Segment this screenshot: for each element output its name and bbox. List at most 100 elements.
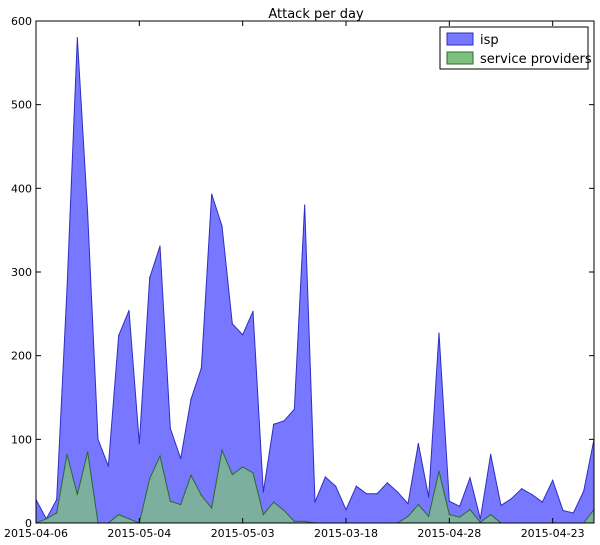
x-tick-label: 2015-04-28	[417, 527, 481, 540]
point-isp	[118, 334, 120, 337]
point-isp	[541, 501, 543, 503]
x-tick-label: 2015-05-03	[211, 527, 275, 540]
point-isp	[56, 498, 58, 501]
point-service-providers	[293, 520, 295, 522]
point-service-providers	[417, 503, 419, 506]
point-isp	[107, 465, 109, 467]
point-isp	[335, 485, 337, 487]
legend-swatch-isp	[446, 32, 474, 46]
y-tick-label: 0	[25, 517, 32, 530]
point-isp	[448, 500, 450, 502]
point-service-providers	[87, 451, 89, 453]
point-isp	[531, 493, 533, 496]
series-layer	[35, 37, 595, 524]
point-isp	[583, 490, 585, 492]
point-service-providers	[200, 494, 202, 496]
point-isp	[417, 442, 419, 445]
point-isp	[66, 288, 68, 290]
point-service-providers	[304, 520, 306, 522]
point-service-providers	[252, 472, 254, 474]
point-service-providers	[128, 518, 130, 520]
legend-label-service-providers: service providers	[480, 52, 592, 67]
point-service-providers	[428, 515, 430, 517]
point-isp	[273, 423, 275, 425]
point-isp	[397, 491, 399, 493]
point-isp	[200, 367, 202, 369]
point-isp	[252, 310, 254, 312]
point-service-providers	[242, 466, 244, 468]
legend: isp service providers	[439, 26, 592, 70]
y-tick-label: 200	[11, 350, 32, 363]
point-service-providers	[448, 514, 450, 516]
point-isp	[190, 398, 192, 400]
point-isp	[304, 204, 306, 206]
point-service-providers	[211, 507, 213, 509]
point-service-providers	[262, 514, 264, 516]
legend-swatch-service-providers	[446, 51, 474, 65]
point-isp	[283, 420, 285, 422]
point-service-providers	[180, 503, 182, 506]
point-service-providers	[66, 453, 68, 455]
point-isp	[428, 496, 430, 498]
point-isp	[159, 245, 161, 247]
point-isp	[438, 332, 440, 334]
point-isp	[324, 476, 326, 478]
point-service-providers	[479, 521, 481, 523]
x-tick-label: 2015-05-04	[107, 527, 171, 540]
y-tick-label: 600	[11, 15, 32, 28]
point-service-providers	[149, 478, 151, 480]
point-isp	[128, 309, 130, 312]
y-tick-label: 400	[11, 182, 32, 195]
point-service-providers	[56, 512, 58, 514]
point-isp	[386, 482, 388, 484]
point-isp	[510, 498, 512, 500]
point-service-providers	[118, 514, 120, 516]
point-isp	[242, 334, 244, 336]
point-service-providers	[459, 516, 461, 518]
x-tick-label: 2015-04-06	[4, 527, 68, 540]
legend-label-isp: isp	[480, 33, 499, 48]
point-service-providers	[438, 470, 440, 472]
x-tick-label: 2015-04-23	[521, 527, 585, 540]
axes: 0 100 200 300 400 500 600 2015-04-06 2015-05-04 2…	[4, 15, 595, 540]
point-service-providers	[76, 493, 78, 496]
point-isp	[138, 442, 140, 445]
point-isp	[500, 504, 502, 507]
point-isp	[314, 501, 316, 503]
point-isp	[562, 509, 564, 512]
point-isp	[479, 518, 481, 520]
point-isp	[169, 427, 171, 430]
point-isp	[76, 37, 78, 39]
point-isp	[211, 193, 213, 195]
point-isp	[231, 323, 233, 325]
point-service-providers	[169, 500, 171, 502]
chart-title: Attack per day	[268, 7, 364, 22]
point-isp	[293, 408, 295, 410]
point-service-providers	[221, 449, 223, 451]
point-isp	[376, 493, 378, 495]
point-service-providers	[159, 455, 161, 457]
point-isp	[149, 277, 151, 279]
point-isp	[345, 509, 347, 511]
point-service-providers	[490, 514, 492, 516]
point-isp	[180, 457, 182, 460]
y-tick-label: 300	[11, 266, 32, 279]
point-isp	[262, 491, 264, 493]
point-isp	[572, 512, 574, 514]
point-service-providers	[469, 509, 471, 511]
point-service-providers	[283, 509, 285, 512]
point-isp	[221, 225, 223, 227]
point-isp	[355, 485, 357, 487]
point-isp	[490, 453, 492, 455]
point-service-providers	[407, 515, 409, 517]
point-isp	[366, 493, 368, 495]
point-service-providers	[231, 473, 233, 476]
point-isp	[469, 477, 471, 479]
point-isp	[87, 212, 89, 215]
point-isp	[459, 505, 461, 507]
y-tick-label: 100	[11, 433, 32, 446]
y-tick-label: 500	[11, 99, 32, 112]
x-tick-label: 2015-03-18	[314, 527, 378, 540]
area-isp	[36, 37, 594, 523]
